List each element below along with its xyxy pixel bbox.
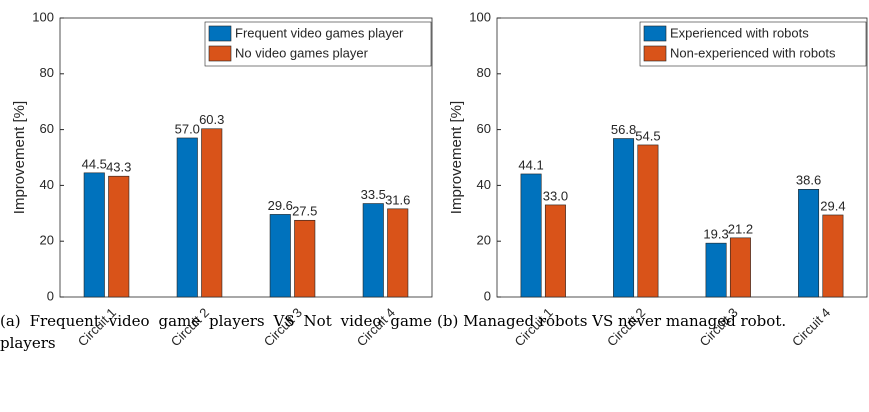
y-tick-label: 20 bbox=[40, 233, 54, 248]
bar bbox=[544, 204, 566, 298]
axes bbox=[59, 17, 433, 298]
data-label: 21.2 bbox=[728, 221, 753, 236]
legend-label: No video games player bbox=[235, 45, 369, 60]
y-tick-label: 40 bbox=[477, 177, 491, 192]
y-axis-label: Improvement [%] bbox=[448, 101, 465, 214]
data-label: 33.5 bbox=[361, 187, 386, 202]
legend-label: Experienced with robots bbox=[670, 25, 809, 40]
y-tick-label: 0 bbox=[484, 288, 491, 303]
caption: (b) Managed robots VS never managed robo… bbox=[437, 312, 787, 330]
legend-box bbox=[204, 21, 432, 67]
data-label: 54.5 bbox=[635, 128, 660, 143]
legend-label: Non-experienced with robots bbox=[670, 45, 836, 60]
data-label: 43.3 bbox=[106, 160, 131, 175]
legend-label: Frequent video games player bbox=[235, 25, 404, 40]
data-label: 44.1 bbox=[518, 157, 543, 172]
bar bbox=[822, 214, 844, 298]
bar bbox=[294, 219, 316, 298]
bar bbox=[108, 175, 130, 298]
data-label: 56.8 bbox=[611, 122, 636, 137]
legend-swatch bbox=[208, 45, 232, 62]
bar bbox=[705, 242, 727, 298]
legend-swatch bbox=[643, 45, 667, 62]
data-label: 29.6 bbox=[268, 198, 293, 213]
caption: (a) Frequent video game players VS Not v… bbox=[0, 312, 432, 352]
legend-box bbox=[639, 21, 867, 67]
bar bbox=[201, 128, 223, 298]
y-tick-label: 80 bbox=[40, 65, 54, 80]
data-label: 33.0 bbox=[543, 188, 568, 203]
y-tick-label: 80 bbox=[477, 65, 491, 80]
legend-swatch bbox=[643, 25, 667, 42]
bar bbox=[83, 172, 105, 298]
y-tick-label: 100 bbox=[469, 9, 491, 24]
y-tick-label: 100 bbox=[32, 9, 54, 24]
data-label: 31.6 bbox=[385, 192, 410, 207]
y-tick-label: 40 bbox=[40, 177, 54, 192]
data-label: 29.4 bbox=[820, 198, 845, 213]
data-label: 60.3 bbox=[199, 112, 224, 127]
bar bbox=[520, 173, 542, 298]
bar bbox=[362, 203, 384, 298]
y-tick-label: 60 bbox=[40, 121, 54, 136]
y-tick-label: 60 bbox=[477, 121, 491, 136]
bar bbox=[387, 208, 409, 298]
bar bbox=[729, 237, 751, 298]
bar bbox=[269, 214, 291, 298]
axes bbox=[496, 17, 868, 298]
y-tick-label: 0 bbox=[47, 288, 54, 303]
bar bbox=[798, 189, 820, 298]
data-label: 44.5 bbox=[82, 156, 107, 171]
y-tick-label: 20 bbox=[477, 233, 491, 248]
data-label: 27.5 bbox=[292, 204, 317, 219]
y-axis-label: Improvement [%] bbox=[11, 101, 28, 214]
data-label: 57.0 bbox=[175, 121, 200, 136]
bar bbox=[613, 138, 635, 298]
bar bbox=[176, 137, 198, 298]
data-label: 19.3 bbox=[703, 227, 728, 242]
bar bbox=[637, 144, 659, 298]
data-label: 38.6 bbox=[796, 173, 821, 188]
legend-swatch bbox=[208, 25, 232, 42]
